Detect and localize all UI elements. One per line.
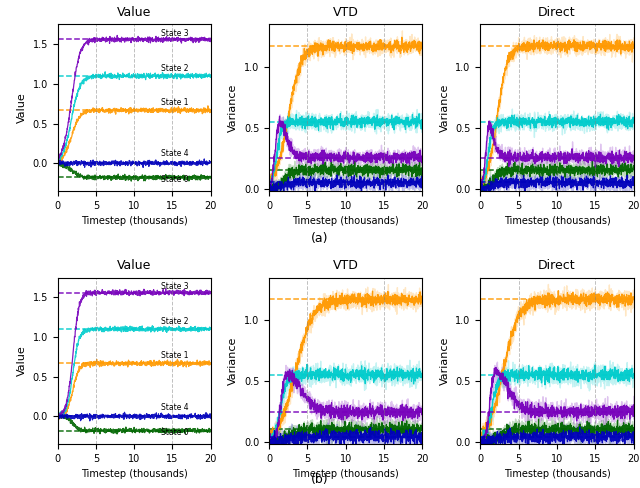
X-axis label: Timestep (thousands): Timestep (thousands) — [81, 469, 188, 479]
Title: VTD: VTD — [333, 6, 358, 19]
Title: VTD: VTD — [333, 259, 358, 272]
Y-axis label: Variance: Variance — [440, 83, 450, 132]
Text: State 0: State 0 — [161, 428, 189, 437]
Text: State 4: State 4 — [161, 403, 189, 411]
Text: State 1: State 1 — [161, 98, 189, 107]
Text: State 4: State 4 — [161, 149, 189, 159]
Title: Value: Value — [117, 6, 152, 19]
Title: Value: Value — [117, 259, 152, 272]
X-axis label: Timestep (thousands): Timestep (thousands) — [504, 216, 611, 226]
Text: (a): (a) — [311, 232, 329, 244]
X-axis label: Timestep (thousands): Timestep (thousands) — [504, 469, 611, 479]
X-axis label: Timestep (thousands): Timestep (thousands) — [81, 216, 188, 226]
Y-axis label: Value: Value — [17, 346, 27, 376]
X-axis label: Timestep (thousands): Timestep (thousands) — [292, 469, 399, 479]
Text: State 3: State 3 — [161, 29, 189, 38]
Title: Direct: Direct — [538, 259, 576, 272]
Y-axis label: Value: Value — [17, 92, 27, 123]
Text: State 2: State 2 — [161, 317, 189, 326]
Text: State 2: State 2 — [161, 64, 189, 73]
Y-axis label: Variance: Variance — [228, 83, 238, 132]
Title: Direct: Direct — [538, 6, 576, 19]
Text: State 3: State 3 — [161, 282, 189, 291]
Text: (b): (b) — [311, 473, 329, 486]
Y-axis label: Variance: Variance — [228, 337, 238, 385]
Text: State 0: State 0 — [161, 175, 189, 184]
Y-axis label: Variance: Variance — [440, 337, 450, 385]
X-axis label: Timestep (thousands): Timestep (thousands) — [292, 216, 399, 226]
Text: State 1: State 1 — [161, 351, 189, 360]
